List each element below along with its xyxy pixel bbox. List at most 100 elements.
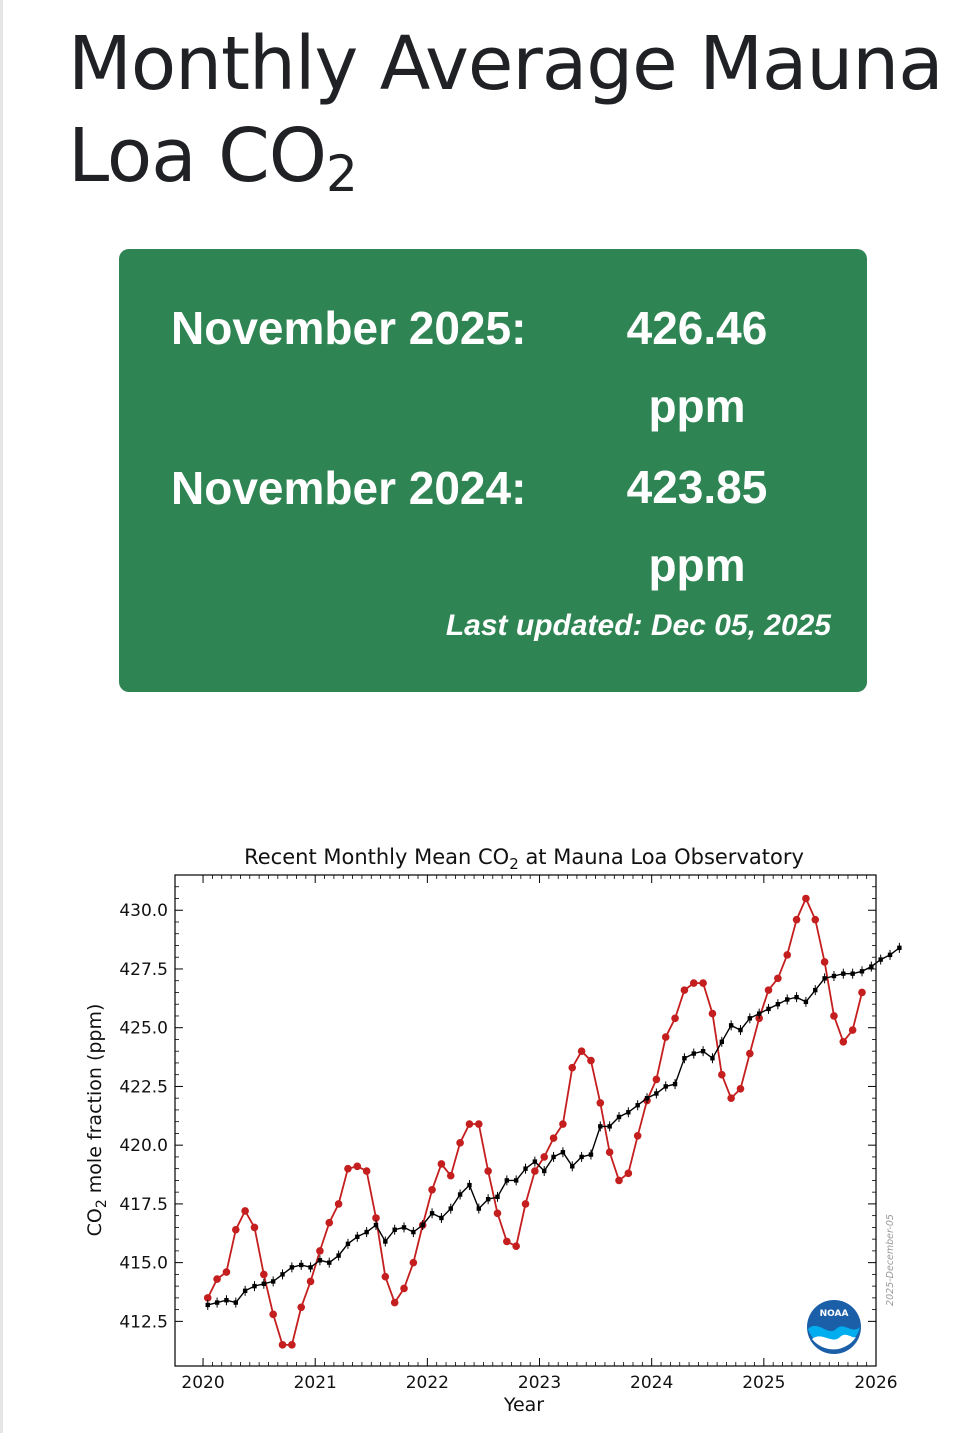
data-point-monthly	[531, 1167, 539, 1175]
data-point-trend	[411, 1229, 416, 1235]
data-point-monthly	[820, 958, 829, 966]
data-point-trend	[429, 1211, 435, 1216]
data-point-monthly	[446, 1171, 455, 1180]
data-point-monthly	[474, 1120, 483, 1128]
data-point-monthly	[699, 979, 707, 987]
series-line-trend	[207, 947, 900, 1306]
data-point-trend	[813, 987, 818, 993]
data-point-monthly	[605, 1148, 614, 1157]
data-point-monthly	[792, 915, 801, 924]
data-point-trend	[242, 1288, 248, 1294]
x-tick-label: 2026	[854, 1373, 897, 1393]
data-point-trend	[831, 973, 837, 979]
data-point-trend	[289, 1265, 295, 1270]
data-point-monthly	[306, 1277, 315, 1286]
data-point-monthly	[671, 1014, 679, 1023]
data-point-trend	[205, 1302, 210, 1308]
data-point-trend	[700, 1048, 706, 1054]
data-point-trend	[719, 1039, 724, 1044]
data-point-trend	[859, 969, 865, 974]
co2-chart: Recent Monthly Mean CO2 at Mauna Loa Obs…	[84, 845, 902, 1416]
data-point-trend	[626, 1110, 631, 1115]
data-point-monthly	[830, 1012, 838, 1020]
data-point-monthly	[512, 1242, 520, 1250]
data-point-trend	[850, 971, 855, 976]
y-tick-label: 412.5	[119, 1312, 168, 1332]
data-point-monthly	[213, 1275, 221, 1283]
data-point-trend	[327, 1260, 332, 1265]
data-point-monthly	[848, 1026, 857, 1034]
data-point-trend	[420, 1222, 425, 1228]
data-point-trend	[654, 1091, 659, 1096]
data-point-trend	[224, 1298, 229, 1303]
data-point-trend	[308, 1265, 313, 1270]
data-point-trend	[570, 1164, 575, 1169]
reading-number-previous: 423.85	[626, 461, 768, 513]
data-point-monthly	[400, 1284, 408, 1293]
data-point-monthly	[250, 1223, 259, 1232]
data-point-trend	[252, 1283, 257, 1289]
data-point-trend	[457, 1192, 463, 1197]
data-point-trend	[383, 1239, 388, 1244]
data-point-trend	[280, 1272, 285, 1277]
y-tick-label: 420.0	[119, 1136, 168, 1156]
left-border	[0, 0, 3, 1433]
y-tick-label: 422.5	[119, 1077, 168, 1097]
y-axis-label-subscript: 2	[94, 1199, 110, 1208]
data-point-monthly	[652, 1075, 661, 1084]
data-point-trend	[345, 1241, 351, 1247]
data-point-monthly	[222, 1268, 231, 1276]
data-point-trend	[579, 1154, 584, 1160]
chart-title: Recent Monthly Mean CO2 at Mauna Loa Obs…	[244, 845, 804, 873]
y-axis-label-pre: CO	[84, 1208, 106, 1236]
y-tick-label: 427.5	[119, 960, 168, 980]
data-point-monthly	[746, 1049, 754, 1058]
data-point-trend	[373, 1222, 379, 1228]
x-tick-label: 2023	[518, 1373, 561, 1393]
data-point-monthly	[409, 1258, 418, 1267]
co2-summary-card: November 2025: 426.46 ppm November 2024:…	[119, 249, 867, 692]
data-point-trend	[560, 1150, 566, 1155]
data-point-monthly	[624, 1169, 633, 1178]
noaa-logo-icon: NOAA	[807, 1300, 861, 1354]
data-point-monthly	[802, 894, 810, 903]
x-tick-label: 2020	[181, 1373, 224, 1393]
data-point-monthly	[521, 1200, 530, 1208]
data-point-monthly	[231, 1225, 240, 1234]
data-point-trend	[355, 1234, 360, 1239]
data-point-trend	[523, 1166, 528, 1171]
data-point-monthly	[708, 1009, 717, 1018]
data-point-monthly	[680, 986, 689, 994]
data-point-trend	[869, 964, 874, 969]
data-point-trend	[504, 1178, 510, 1183]
data-point-trend	[663, 1084, 668, 1089]
data-point-trend	[598, 1124, 603, 1129]
data-point-monthly	[858, 988, 866, 997]
data-point-monthly	[764, 986, 773, 994]
chart-watermark: 2025-December-05	[885, 1214, 896, 1306]
data-point-monthly	[278, 1341, 287, 1349]
data-point-trend	[495, 1194, 500, 1200]
data-point-trend	[775, 1002, 781, 1007]
reading-value-previous: 423.85 ppm	[597, 448, 797, 604]
data-point-trend	[841, 971, 846, 976]
data-point-monthly	[390, 1298, 399, 1307]
data-point-monthly	[203, 1294, 212, 1302]
data-point-monthly	[736, 1084, 745, 1093]
data-point-monthly	[334, 1200, 343, 1208]
data-point-monthly	[596, 1099, 605, 1107]
data-point-monthly	[260, 1270, 268, 1279]
data-point-monthly	[689, 979, 698, 987]
data-point-trend	[766, 1006, 771, 1012]
data-point-trend	[728, 1023, 734, 1028]
y-axis-label: CO2 mole fraction (ppm)	[84, 1004, 110, 1237]
chart-title-subscript: 2	[509, 855, 519, 873]
chart-title-pre: Recent Monthly Mean CO	[244, 845, 509, 869]
data-point-monthly	[325, 1218, 334, 1227]
chart-title-post: at Mauna Loa Observatory	[519, 845, 804, 869]
data-point-trend	[467, 1182, 472, 1188]
data-point-monthly	[503, 1237, 511, 1246]
data-point-trend	[897, 945, 902, 951]
y-tick-label: 425.0	[119, 1019, 168, 1039]
data-point-trend	[551, 1154, 556, 1160]
